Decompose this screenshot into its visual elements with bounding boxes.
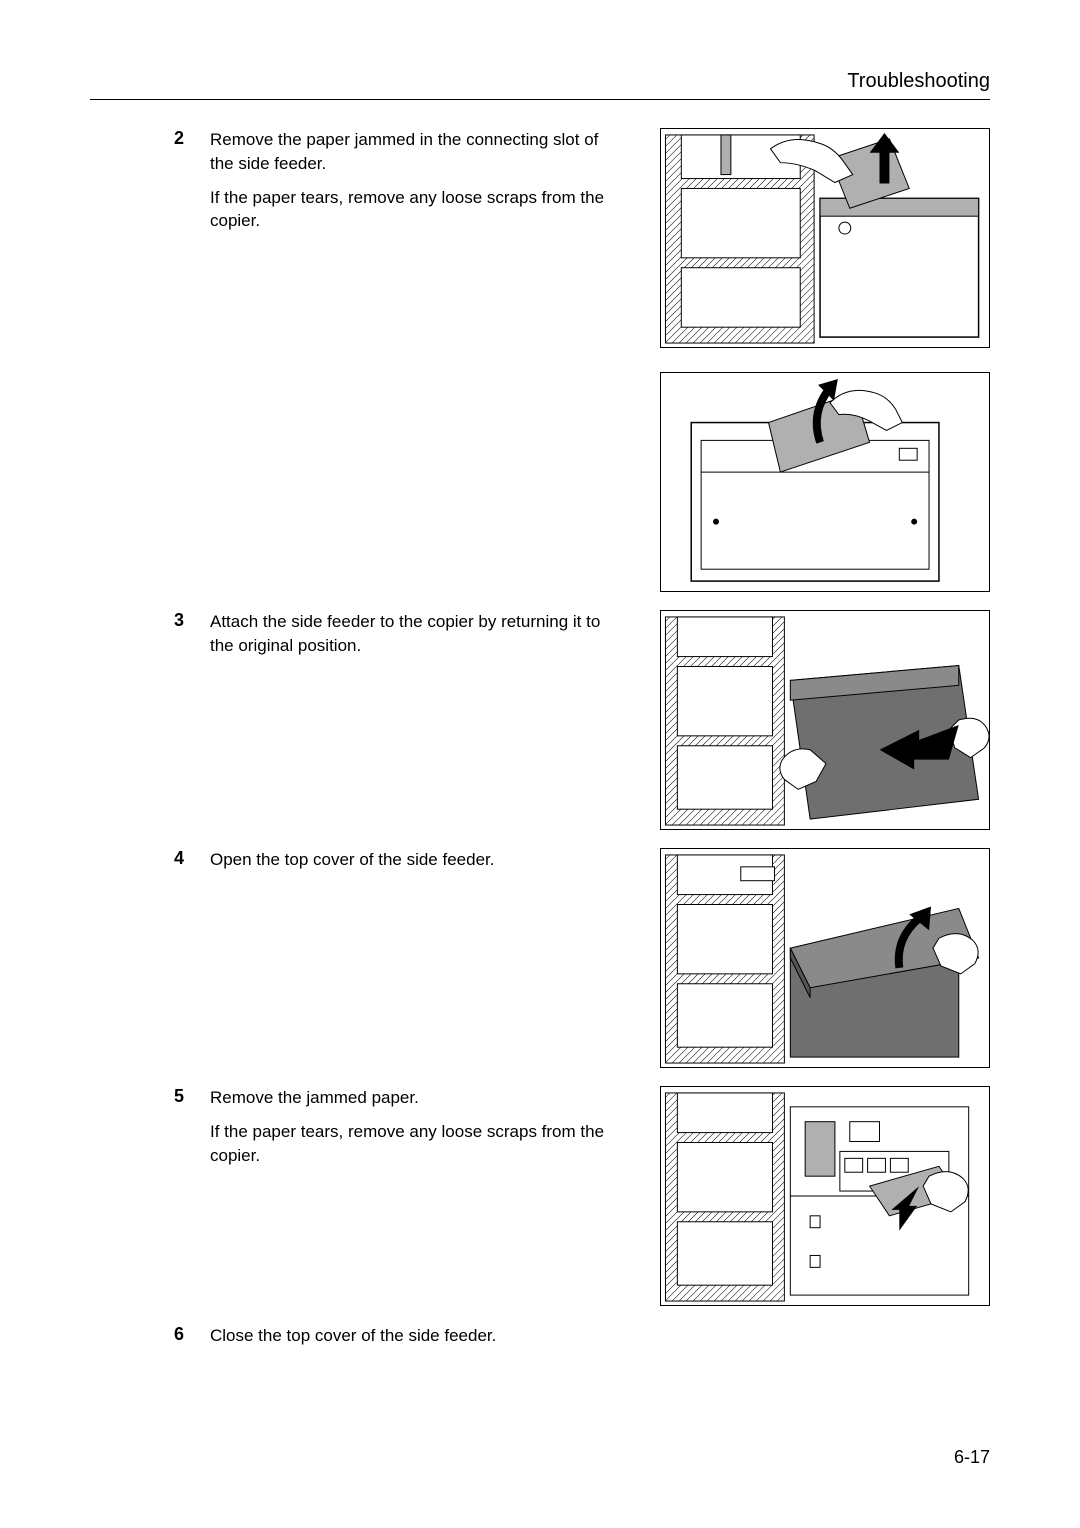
step-2: 2 Remove the paper jammed in the connect… [90, 128, 990, 592]
figure-remove-slot [660, 128, 990, 348]
step-text: Close the top cover of the side feeder. [210, 1324, 630, 1358]
section-header: Troubleshooting [90, 70, 990, 100]
instruction-steps: 2 Remove the paper jammed in the connect… [90, 128, 990, 1358]
step-5: 5 Remove the jammed paper. If the paper … [90, 1086, 990, 1306]
figure-remove-top [660, 1086, 990, 1306]
page-number: 6-17 [954, 1447, 990, 1468]
step-number: 5 [90, 1086, 210, 1107]
step-3: 3 Attach the side feeder to the copier b… [90, 610, 990, 830]
step-text: Remove the jammed paper. If the paper te… [210, 1086, 630, 1177]
step-text: Attach the side feeder to the copier by … [210, 610, 630, 668]
step-paragraph: Attach the side feeder to the copier by … [210, 610, 620, 658]
step-text: Remove the paper jammed in the connectin… [210, 128, 630, 243]
step-paragraph: Remove the paper jammed in the connectin… [210, 128, 620, 176]
step-text: Open the top cover of the side feeder. [210, 848, 630, 882]
step-number: 2 [90, 128, 210, 149]
step-6: 6 Close the top cover of the side feeder… [90, 1324, 990, 1358]
section-title: Troubleshooting [847, 70, 990, 92]
step-number: 4 [90, 848, 210, 869]
step-number: 3 [90, 610, 210, 631]
step-paragraph: If the paper tears, remove any loose scr… [210, 186, 620, 234]
figure-lift-paper [660, 372, 990, 592]
step-paragraph: Remove the jammed paper. [210, 1086, 620, 1110]
step-paragraph: If the paper tears, remove any loose scr… [210, 1120, 620, 1168]
step-number: 6 [90, 1324, 210, 1345]
step-paragraph: Close the top cover of the side feeder. [210, 1324, 620, 1348]
step-4: 4 Open the top cover of the side feeder. [90, 848, 990, 1068]
figure-attach-feeder [660, 610, 990, 830]
step-paragraph: Open the top cover of the side feeder. [210, 848, 620, 872]
figure-open-top [660, 848, 990, 1068]
